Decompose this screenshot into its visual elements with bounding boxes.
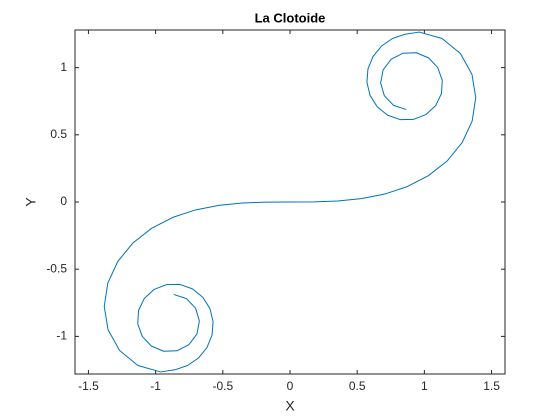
y-tick-label: 0.5 — [50, 127, 67, 141]
x-tick-label: 0.5 — [349, 379, 366, 393]
x-tick-label: -1 — [150, 379, 161, 393]
chart-title: La Clotoide — [255, 10, 326, 25]
curve — [103, 31, 477, 373]
y-tick-label: -1 — [56, 329, 67, 343]
y-axis-label: Y — [23, 197, 39, 207]
y-tick-label: -0.5 — [46, 261, 67, 275]
x-tick-label: 0 — [287, 379, 294, 393]
x-tick-label: -0.5 — [212, 379, 233, 393]
y-tick-label: 0 — [60, 194, 67, 208]
x-tick-label: 1.5 — [483, 379, 500, 393]
x-tick-label: 1 — [421, 379, 428, 393]
x-axis-label: X — [285, 398, 295, 414]
x-tick-label: -1.5 — [78, 379, 99, 393]
y-tick-label: 1 — [60, 60, 67, 74]
